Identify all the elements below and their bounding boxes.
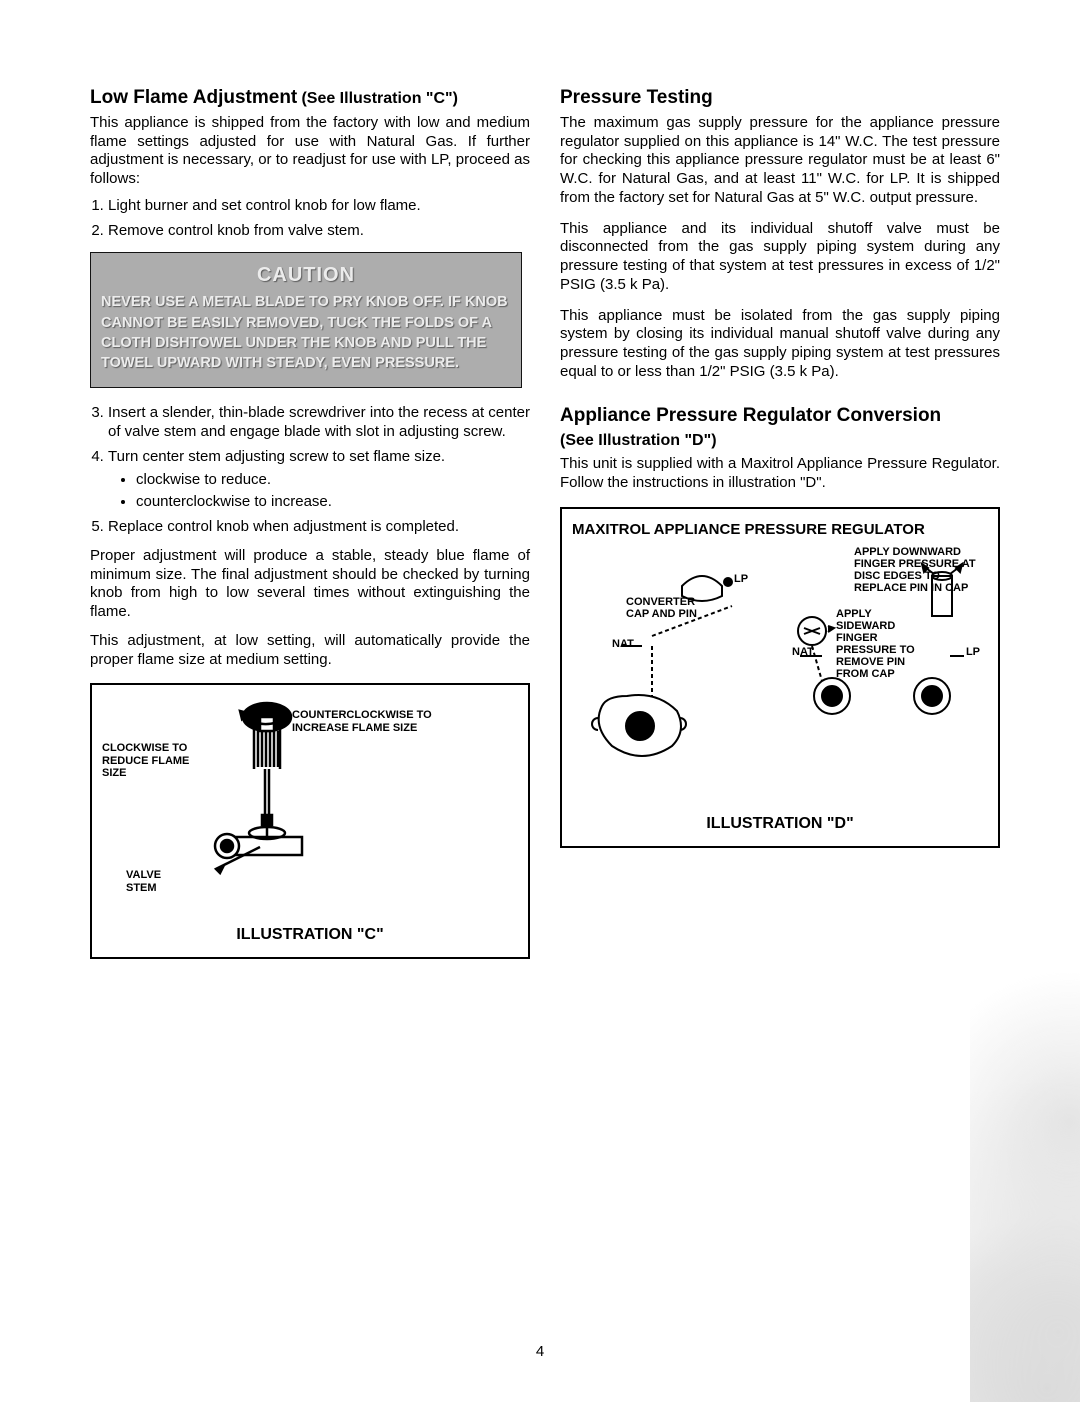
label-converter: CONVERTER CAP AND PIN <box>626 596 716 620</box>
step-4b: counterclockwise to increase. <box>136 493 530 512</box>
regulator-para: This unit is supplied with a Maxitrol Ap… <box>560 455 1000 493</box>
pt-para2: This appliance and its individual shutof… <box>560 220 1000 295</box>
label-apply-down: APPLY DOWNWARD FINGER PRESSURE AT DISC E… <box>854 546 984 594</box>
low-flame-heading: Low Flame Adjustment <box>90 87 297 108</box>
illustration-d: MAXITROL APPLIANCE PRESSURE REGULATOR LP <box>560 507 1000 848</box>
label-apply-side: APPLY SIDEWARD FINGER PRESSURE TO REMOVE… <box>836 608 926 681</box>
caution-box: CAUTION NEVER USE A METAL BLADE TO PRY K… <box>90 252 522 388</box>
illus-c-caption: ILLUSTRATION "C" <box>102 925 518 945</box>
low-flame-intro: This appliance is shipped from the facto… <box>90 114 530 189</box>
regulator-subheading: (See Illustration "D") <box>560 432 717 449</box>
step-1: Light burner and set control knob for lo… <box>108 197 530 216</box>
low-flame-subheading: (See Illustration "C") <box>301 90 458 107</box>
step-5: Replace control knob when adjustment is … <box>108 518 530 537</box>
auto-flame-para: This adjustment, at low setting, will au… <box>90 632 530 670</box>
left-column: Low Flame Adjustment (See Illustration "… <box>90 86 530 973</box>
regulator-heading: Appliance Pressure Regulator Conversion <box>560 405 941 426</box>
pressure-testing-heading: Pressure Testing <box>560 87 713 108</box>
pt-para1: The maximum gas supply pressure for the … <box>560 114 1000 208</box>
step-4-text: Turn center stem adjusting screw to set … <box>108 448 445 465</box>
label-ccw: COUNTERCLOCKWISE TO INCREASE FLAME SIZE <box>292 709 462 733</box>
illus-d-caption: ILLUSTRATION "D" <box>572 814 988 834</box>
step-2: Remove control knob from valve stem. <box>108 222 530 241</box>
illus-d-title: MAXITROL APPLIANCE PRESSURE REGULATOR <box>572 521 988 540</box>
right-column: Pressure Testing The maximum gas supply … <box>560 86 1000 973</box>
label-nat2: NAT <box>792 646 814 658</box>
step-4a: clockwise to reduce. <box>136 471 530 490</box>
svg-text:LP: LP <box>734 573 748 585</box>
caution-body: NEVER USE A METAL BLADE TO PRY KNOB OFF.… <box>101 292 511 373</box>
step-4: Turn center stem adjusting screw to set … <box>108 448 530 512</box>
step-3: Insert a slender, thin-blade screwdriver… <box>108 404 530 442</box>
illustration-c: COUNTERCLOCKWISE TO INCREASE FLAME SIZE … <box>90 683 530 959</box>
label-nat1: NAT <box>612 638 634 650</box>
low-flame-heading-line: Low Flame Adjustment (See Illustration "… <box>90 86 530 110</box>
proper-adjust-para: Proper adjustment will produce a stable,… <box>90 547 530 622</box>
label-valve-stem: VALVE STEM <box>126 869 186 893</box>
label-cw: CLOCKWISE TO REDUCE FLAME SIZE <box>102 742 192 778</box>
page-number: 4 <box>0 1343 1080 1362</box>
caution-title: CAUTION <box>101 263 511 288</box>
pt-para3: This appliance must be isolated from the… <box>560 307 1000 382</box>
label-lp2: LP <box>966 646 980 658</box>
